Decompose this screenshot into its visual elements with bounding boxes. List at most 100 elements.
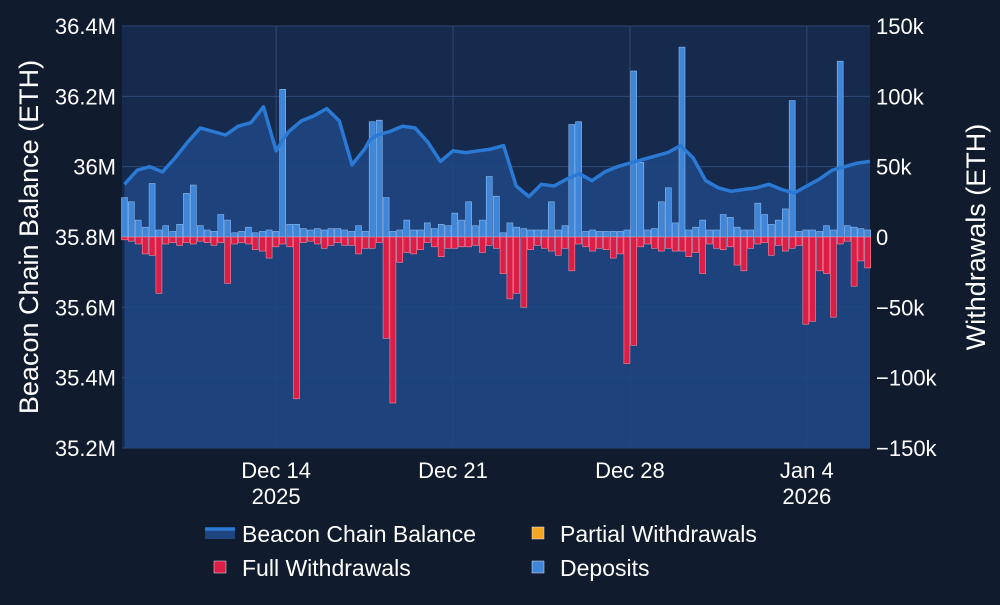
full-withdrawal-bar — [141, 236, 149, 255]
full-withdrawal-bar — [479, 236, 486, 253]
left-tick-label: 36.4M — [55, 14, 116, 39]
full-withdrawal-bar — [224, 236, 231, 284]
right-tick-label: 150k — [876, 14, 925, 39]
deposit-bar — [527, 229, 534, 238]
deposit-bar — [754, 202, 762, 238]
deposit-bar — [231, 232, 238, 238]
deposit-bar — [713, 229, 720, 238]
deposit-bar — [155, 229, 163, 238]
deposit-bar — [258, 231, 266, 238]
full-withdrawal-bar — [830, 236, 837, 318]
legend-item-partial[interactable]: Partial Withdrawals — [531, 521, 757, 547]
legend-item-deposit[interactable]: Deposits — [531, 555, 649, 581]
deposit-bar — [726, 217, 734, 238]
legend-swatch-full — [213, 560, 227, 574]
deposit-bar — [417, 229, 424, 238]
deposit-bar — [465, 201, 473, 238]
deposit-bar — [644, 229, 651, 238]
full-withdrawal-bar — [210, 236, 218, 246]
deposit-bar — [602, 231, 610, 238]
full-withdrawal-bar — [396, 236, 404, 263]
deposit-bar — [272, 231, 280, 238]
full-withdrawal-bar — [300, 236, 307, 243]
right-tick-label: 100k — [876, 84, 925, 109]
full-withdrawal-bar — [327, 236, 335, 246]
full-withdrawal-bar — [554, 236, 562, 256]
full-withdrawal-bar — [355, 236, 362, 255]
deposit-bar — [348, 231, 356, 238]
full-withdrawal-bar — [410, 236, 417, 255]
full-withdrawal-bar — [774, 236, 782, 246]
deposit-bar — [375, 119, 383, 238]
deposit-bar — [706, 229, 713, 238]
full-withdrawal-bar — [540, 236, 548, 249]
full-withdrawal-bar — [444, 236, 452, 249]
deposit-bar — [740, 229, 748, 238]
deposit-bar — [513, 226, 521, 238]
deposit-bar — [190, 184, 197, 238]
deposit-bar — [589, 229, 596, 238]
deposit-bar — [671, 222, 679, 238]
full-withdrawal-bar — [575, 236, 582, 245]
full-withdrawal-bar — [561, 236, 569, 249]
deposit-bar — [458, 219, 465, 238]
full-withdrawal-bar — [630, 236, 638, 346]
deposit-bar — [286, 224, 294, 238]
full-withdrawal-bar — [754, 236, 762, 245]
x-tick-label: Dec 14 — [241, 458, 311, 483]
full-withdrawal-bar — [733, 236, 741, 266]
deposit-bar — [823, 225, 830, 238]
deposit-bar — [761, 214, 768, 238]
full-withdrawal-bar — [602, 236, 610, 250]
deposit-bar — [540, 229, 548, 238]
deposit-bar — [554, 229, 562, 238]
full-withdrawal-bar — [836, 236, 844, 245]
full-withdrawal-bar — [781, 236, 789, 252]
left-tick-label: 35.6M — [55, 295, 116, 320]
deposit-bar — [197, 225, 204, 238]
legend-label: Full Withdrawals — [242, 555, 411, 581]
legend-item-line[interactable]: Beacon Chain Balance — [205, 521, 476, 547]
full-withdrawal-bar — [217, 236, 225, 243]
full-withdrawal-bar — [520, 236, 528, 308]
deposit-bar — [699, 219, 707, 238]
deposit-bar — [176, 224, 183, 238]
full-withdrawal-bar — [155, 236, 163, 294]
deposit-bar — [306, 229, 314, 238]
full-withdrawal-bar — [547, 236, 555, 252]
full-withdrawal-bar — [802, 236, 810, 325]
x-tick-year-label: 2026 — [782, 484, 831, 509]
full-withdrawal-bar — [197, 236, 204, 242]
deposit-bar — [843, 225, 851, 238]
deposit-bar — [864, 229, 872, 238]
deposit-bar — [582, 231, 590, 238]
full-withdrawal-bar — [272, 236, 280, 248]
deposit-bar — [664, 187, 672, 238]
full-withdrawal-bar — [465, 236, 473, 248]
deposit-bar — [169, 231, 177, 238]
deposit-bar — [382, 197, 390, 238]
full-withdrawal-bar — [795, 236, 803, 246]
deposit-bar — [183, 193, 190, 238]
deposit-bar — [355, 225, 362, 238]
full-withdrawal-bar — [417, 236, 424, 250]
full-withdrawal-bar — [279, 236, 287, 245]
deposit-bar — [802, 229, 810, 238]
right-tick-label: −100k — [876, 366, 938, 391]
deposit-bar — [575, 121, 582, 238]
deposit-bar — [396, 229, 404, 238]
legend-item-full[interactable]: Full Withdrawals — [213, 555, 411, 581]
full-withdrawal-bar — [843, 236, 851, 242]
deposit-bar — [403, 219, 411, 238]
deposit-bar — [121, 197, 128, 238]
legend-swatch-deposit — [531, 560, 545, 574]
deposit-bar — [362, 231, 369, 238]
full-withdrawal-bar — [121, 236, 128, 241]
deposit-bar — [747, 229, 755, 238]
deposit-bar — [217, 214, 225, 238]
deposit-bar — [795, 231, 803, 238]
deposit-bar — [623, 229, 631, 238]
deposit-bar — [830, 229, 837, 238]
